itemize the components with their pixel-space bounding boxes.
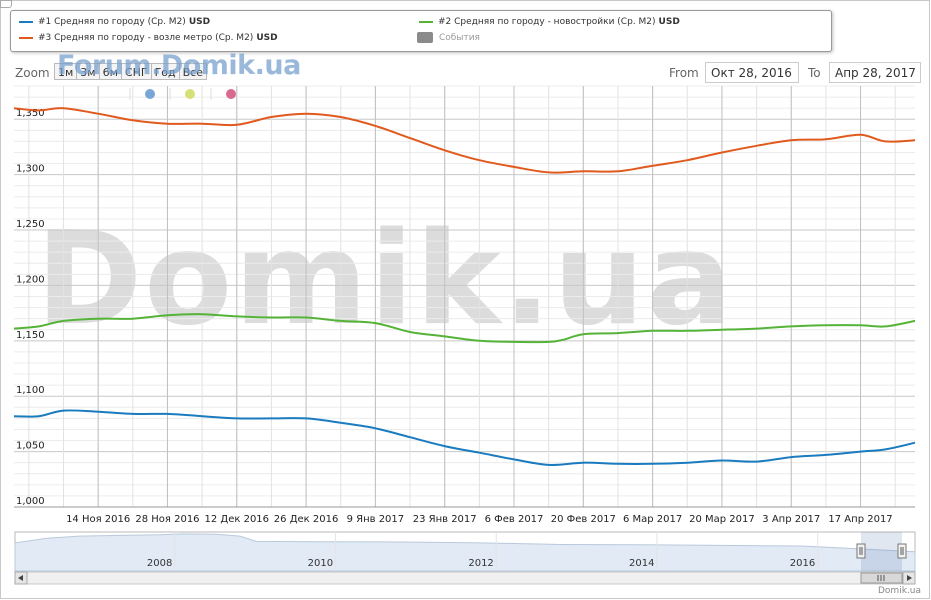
legend-corner-handle[interactable]: [0, 0, 12, 8]
zoom-6m-button[interactable]: 6м: [98, 63, 122, 80]
y-tick-label: 1,050: [16, 441, 45, 452]
scroll-left-arrow-icon: [18, 575, 23, 581]
x-tick-label: 17 Апр 2017: [828, 514, 892, 525]
legend-unit-2: USD: [658, 17, 680, 27]
to-label: To: [808, 66, 821, 80]
legend-label-2: #2 Средняя по городу - новостройки (Ср. …: [438, 17, 656, 27]
y-axis-tick-labels: 1,000 1,050 1,100 1,150 1,200 1,250 1,300 1,350: [16, 108, 45, 507]
x-tick-label: 28 Ноя 2016: [135, 514, 199, 525]
x-tick-label: 3 Апр 2017: [762, 514, 820, 525]
series-line-3: [13, 107, 916, 174]
grid-lines: [14, 85, 915, 508]
zoom-label: Zoom: [15, 66, 50, 80]
navigator-handle: [856, 543, 866, 559]
x-tick-label: 9 Янв 2017: [347, 514, 405, 525]
legend-item-1[interactable]: #1 Средняя по городу (Ср. М2) USD: [19, 17, 210, 27]
credit-text: Domik.ua: [878, 586, 921, 596]
legend-swatch-3: [19, 37, 33, 39]
legend-label-1: #1 Средняя по городу (Ср. М2): [38, 17, 186, 27]
navigator-year-label: 2010: [308, 558, 333, 569]
legend-item-2[interactable]: #2 Средняя по городу - новостройки (Ср. …: [419, 17, 680, 27]
navigator[interactable]: 2008 2010 2012 2014 2016: [14, 531, 916, 585]
x-tick-label: 6 Фев 2017: [485, 514, 544, 525]
legend-item-3[interactable]: #3 Средняя по городу - возле метро (Ср. …: [19, 33, 278, 43]
legend-label-3: #3 Средняя по городу - возле метро (Ср. …: [38, 33, 254, 43]
legend-swatch-1: [19, 21, 33, 23]
x-tick-label: 26 Дек 2016: [274, 514, 339, 525]
x-tick-label: 14 Ноя 2016: [66, 514, 130, 525]
event-marker-dot: [226, 89, 236, 99]
navigator-year-label: 2014: [629, 558, 654, 569]
navigator-selection: [861, 532, 902, 571]
to-date-input[interactable]: [829, 62, 921, 83]
legend-item-events[interactable]: События: [417, 32, 480, 43]
legend-swatch-2: [419, 21, 433, 23]
event-markers: [129, 88, 236, 100]
zoom-buttons: 1м 3м 6м СНГ Год Все: [54, 63, 207, 80]
x-axis-tick-labels: 14 Ноя 2016 28 Ноя 2016 12 Дек 2016 26 Дек …: [66, 514, 893, 525]
y-tick-label: 1,100: [16, 385, 45, 396]
y-tick-label: 1,300: [16, 164, 45, 175]
zoom-all-button[interactable]: Все: [178, 63, 207, 80]
series-line-2: [13, 313, 916, 344]
navigator-year-label: 2016: [790, 558, 815, 569]
x-tick-label: 6 Мар 2017: [623, 514, 682, 525]
zoom-3m-button[interactable]: 3м: [76, 63, 100, 80]
y-tick-label: 1,000: [16, 496, 45, 507]
legend: #1 Средняя по городу (Ср. М2) USD #2 Сре…: [10, 10, 832, 52]
y-tick-label: 1,350: [16, 108, 45, 119]
event-marker-dot: [185, 89, 195, 99]
x-tick-label: 20 Фев 2017: [551, 514, 616, 525]
navigator-handle: [897, 543, 907, 559]
legend-unit-1: USD: [188, 17, 211, 27]
forum-watermark: Forum.Domik.ua: [57, 50, 301, 81]
event-marker-dot: [145, 89, 155, 99]
events-square-icon: [417, 32, 433, 43]
legend-unit-3: USD: [256, 33, 278, 43]
x-tick-label: 23 Янв 2017: [413, 514, 477, 525]
x-tick-label: 20 Мар 2017: [689, 514, 755, 525]
scrollbar-track: [14, 571, 916, 585]
x-tick-label: 12 Дек 2016: [205, 514, 270, 525]
navigator-year-label: 2012: [468, 558, 493, 569]
y-tick-label: 1,150: [16, 330, 45, 341]
legend-label-events: События: [439, 32, 480, 43]
from-date-input[interactable]: [705, 62, 799, 83]
navigator-year-label: 2008: [147, 558, 172, 569]
series-lines: [13, 107, 916, 466]
scroll-right-arrow-icon: [907, 575, 912, 581]
navigator-area: [14, 533, 916, 572]
y-tick-label: 1,200: [16, 274, 45, 285]
y-tick-label: 1,250: [16, 219, 45, 230]
series-line-1: [13, 409, 916, 466]
from-label: From: [669, 66, 699, 80]
